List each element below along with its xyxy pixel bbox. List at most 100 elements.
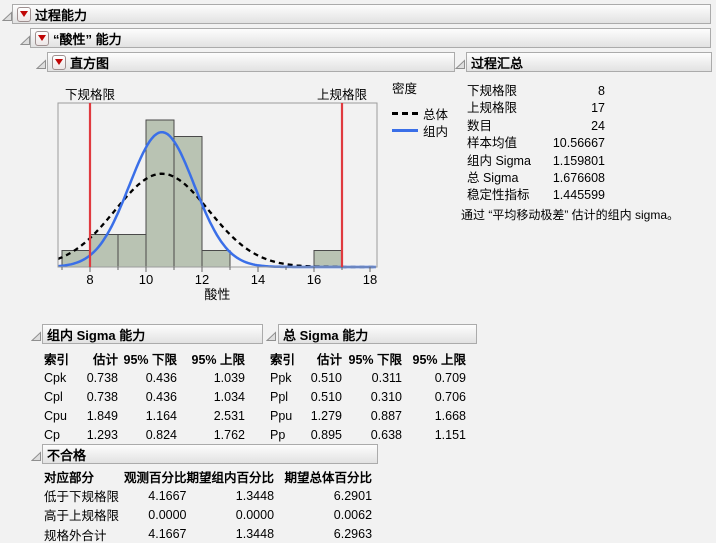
cell: 0.887 (370, 409, 402, 424)
outline-header-histogram[interactable]: 直方图 (47, 52, 455, 72)
outline-title: 过程汇总 (471, 55, 524, 71)
histogram-bar[interactable] (173, 135, 203, 268)
summary-row: 下规格限 8 (467, 83, 605, 100)
x-tick-label: 18 (363, 272, 377, 287)
legend-item-overall[interactable]: 总体 (392, 105, 448, 122)
summary-value: 1.159801 (552, 153, 605, 168)
legend-label: 总体 (423, 108, 449, 122)
histogram-bar[interactable] (313, 250, 343, 268)
table-row: Ppu 1.279 0.887 1.668 (270, 407, 466, 426)
cell: 0.895 (310, 428, 342, 443)
cell: 1.668 (434, 409, 466, 424)
disclosure-triangle[interactable] (1, 9, 13, 21)
lsl-label: 下规格限 (65, 88, 116, 102)
red-triangle-menu-button[interactable] (35, 30, 49, 46)
summary-value: 8 (598, 84, 605, 98)
cell: 0.824 (145, 428, 177, 443)
summary-row: 组内 Sigma 1.159801 (467, 153, 605, 170)
outline-header-variable-capability[interactable]: “酸性” 能力 (30, 28, 711, 48)
process-summary-rows: 下规格限 8 上规格限 17 数目 24 样本均值 10.56667 组内 Sigma 1.159… (467, 83, 605, 205)
overall-capability-table: 索引 估计 95% 下限 95% 上限 Ppk 0.510 0.311 0.709 Ppl 0.5… (270, 349, 466, 445)
summary-label: 总 Sigma (467, 171, 519, 186)
cell: 6.2901 (333, 488, 373, 503)
disclosure-triangle[interactable] (35, 57, 47, 69)
summary-label: 数目 (467, 118, 493, 133)
row-label: Cp (44, 428, 60, 443)
cell: 1.164 (145, 409, 177, 424)
histogram-bar[interactable] (201, 250, 231, 268)
density-legend: 密度 总体 组内 (392, 78, 448, 139)
row-label: Cpk (44, 370, 67, 385)
summary-row: 总 Sigma 1.676608 (467, 170, 605, 187)
red-triangle-menu-button[interactable] (52, 54, 66, 70)
plot-frame (57, 102, 378, 268)
table-row: Ppl 0.510 0.310 0.706 (270, 387, 466, 406)
outline-title: 直方图 (70, 55, 110, 71)
cell: 1.849 (86, 409, 118, 424)
outline-header-process-summary[interactable]: 过程汇总 (466, 52, 712, 72)
table-row: 高于上规格限 0.0000 0.0000 0.0062 (44, 505, 372, 524)
column-header: 期望总体百分比 (284, 471, 373, 486)
cell: 1.3448 (235, 488, 275, 503)
cell: 1.3448 (235, 527, 275, 542)
cell: 1.762 (213, 428, 245, 443)
outline-title: 过程能力 (35, 7, 88, 23)
column-header: 索引 (270, 353, 296, 368)
summary-label: 稳定性指标 (467, 188, 530, 203)
x-tick-label: 8 (86, 272, 93, 287)
cell: 0.510 (310, 370, 342, 385)
outline-header-overall-capability[interactable]: 总 Sigma 能力 (278, 324, 477, 344)
table-header-row: 索引 估计 95% 下限 95% 上限 (270, 349, 466, 368)
cell: 0.436 (145, 389, 177, 404)
row-label: Pp (270, 428, 286, 443)
usl-label: 上规格限 (317, 88, 368, 102)
x-axis-title: 酸性 (204, 287, 230, 302)
table-header-row: 对应部分 观测百分比 期望组内百分比 期望总体百分比 (44, 467, 372, 486)
column-header: 95% 下限 (123, 353, 178, 368)
row-label: 高于上规格限 (44, 509, 120, 524)
table-row: Cpl 0.738 0.436 1.034 (44, 387, 245, 406)
legend-label: 组内 (423, 125, 449, 139)
red-triangle-icon (20, 11, 28, 17)
outline-header-process-capability[interactable]: 过程能力 (12, 4, 711, 24)
outline-header-nonconformance[interactable]: 不合格 (42, 444, 378, 464)
cell: 6.2963 (333, 527, 373, 542)
cell: 1.034 (213, 389, 245, 404)
summary-value: 24 (591, 118, 605, 133)
cell: 4.1667 (148, 527, 187, 542)
red-triangle-icon (38, 35, 46, 41)
table-row: Ppk 0.510 0.311 0.709 (270, 368, 466, 387)
red-triangle-menu-button[interactable] (17, 6, 31, 22)
table-row: 规格外合计 4.1667 1.3448 6.2963 (44, 525, 372, 543)
row-label: Cpl (44, 389, 63, 404)
cell: 1.151 (434, 428, 466, 443)
outline-title: 不合格 (47, 447, 87, 463)
cell: 0.706 (434, 389, 466, 404)
disclosure-triangle[interactable] (454, 57, 466, 69)
cell: 0.738 (86, 370, 118, 385)
cell: 0.638 (370, 428, 402, 443)
histogram-plot[interactable]: 8 10 12 14 16 18 酸性 (40, 95, 394, 307)
table-row: Pp 0.895 0.638 1.151 (270, 426, 466, 445)
nonconformance-table: 对应部分 观测百分比 期望组内百分比 期望总体百分比低于下规格限 4.1667 1.344… (44, 467, 372, 543)
cell: 0.0000 (235, 507, 275, 522)
row-label: Cpu (44, 409, 67, 424)
disclosure-triangle[interactable] (19, 33, 31, 45)
cell: 1.039 (213, 370, 245, 385)
disclosure-triangle[interactable] (30, 449, 42, 461)
table-row: Cp 1.293 0.824 1.762 (44, 426, 245, 445)
cell: 0.0000 (148, 507, 187, 522)
row-label: 低于下规格限 (44, 490, 120, 505)
outline-header-within-capability[interactable]: 组内 Sigma 能力 (42, 324, 263, 344)
disclosure-triangle[interactable] (265, 329, 277, 341)
table-row: Cpu 1.849 1.164 2.531 (44, 407, 245, 426)
within-capability-table: 索引 估计 95% 下限 95% 上限 Cpk 0.738 0.436 1.039 Cpl 0.7… (44, 349, 245, 445)
histogram-bar[interactable] (117, 233, 147, 268)
legend-item-within[interactable]: 组内 (392, 122, 448, 139)
cell: 0.709 (434, 370, 466, 385)
overall-density-curve (57, 172, 376, 269)
histogram-bar[interactable] (145, 119, 175, 268)
column-header: 95% 上限 (412, 353, 467, 368)
disclosure-triangle[interactable] (30, 329, 42, 341)
